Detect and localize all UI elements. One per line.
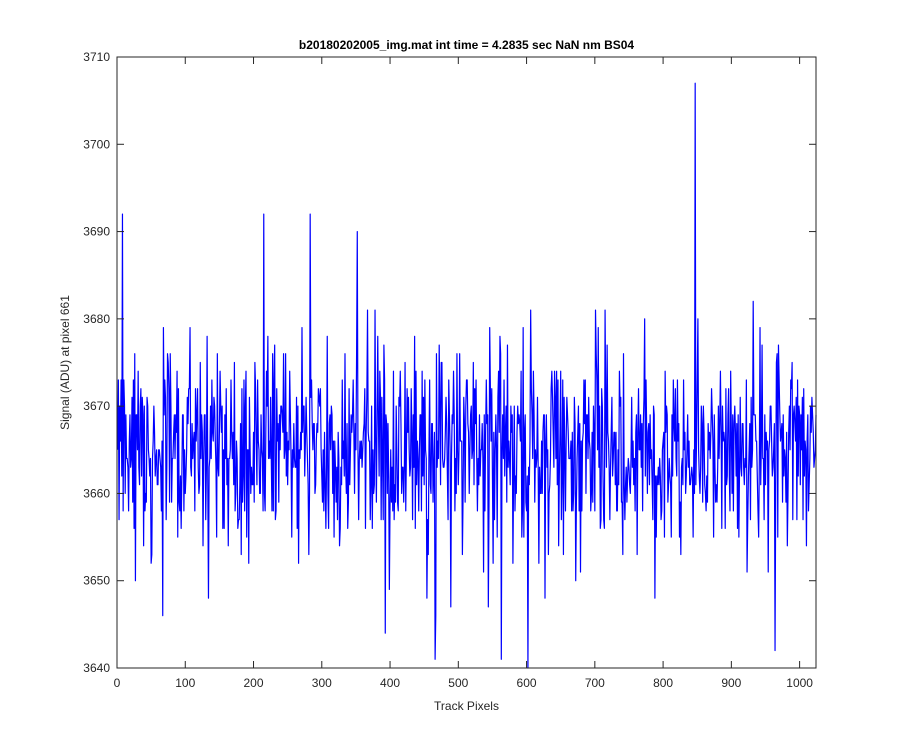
x-tick-label: 200 (244, 676, 264, 690)
y-tick-label: 3710 (83, 50, 110, 64)
y-tick-label: 3690 (83, 225, 110, 239)
series-group (117, 82, 817, 669)
x-tick-label: 1000 (786, 676, 813, 690)
y-tick-label: 3680 (83, 312, 110, 326)
x-axis-label: Track Pixels (434, 699, 499, 713)
y-tick-label: 3700 (83, 137, 110, 151)
ticks-group: 0 100 200 300 400 500 600 700 800 900 1000 3640 3650… (83, 50, 816, 690)
x-tick-label: 700 (585, 676, 605, 690)
axes-box (116, 56, 817, 669)
x-tick-label: 0 (114, 676, 121, 690)
y-tick-label: 3670 (83, 399, 110, 413)
y-axis-label: Signal (ADU) at pixel 661 (58, 295, 72, 430)
x-tick-label: 800 (653, 676, 673, 690)
series-line (117, 82, 817, 669)
chart-title: b20180202005_img.mat int time = 4.2835 s… (299, 38, 635, 52)
x-tick-label: 600 (517, 676, 537, 690)
x-tick-label: 100 (175, 676, 195, 690)
x-tick-label: 500 (448, 676, 468, 690)
x-tick-label: 300 (312, 676, 332, 690)
x-tick-label: 900 (721, 676, 741, 690)
x-tick-label: 400 (380, 676, 400, 690)
y-tick-label: 3640 (83, 661, 110, 675)
y-tick-label: 3650 (83, 574, 110, 588)
axes-background (117, 57, 816, 668)
y-tick-label: 3660 (83, 486, 110, 500)
